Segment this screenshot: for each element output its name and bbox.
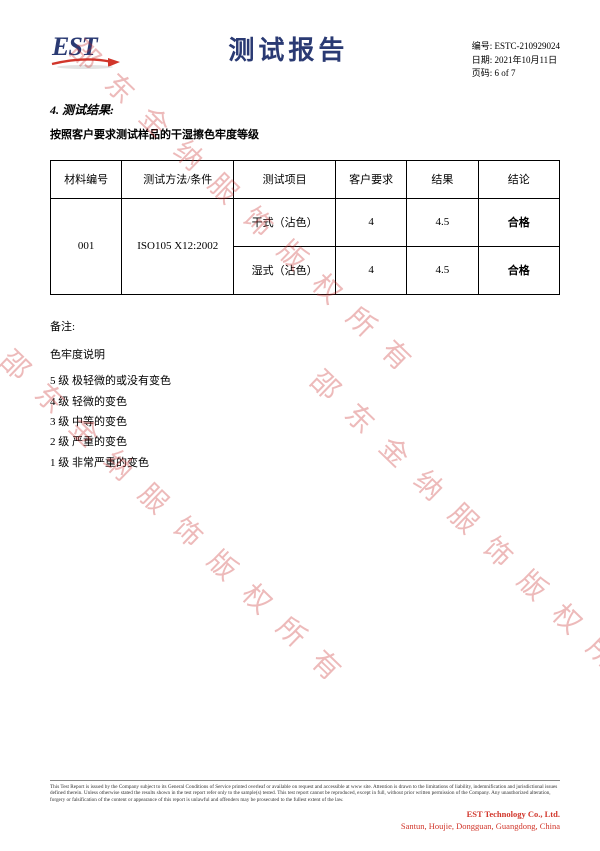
cell-req: 4 <box>336 198 407 246</box>
th-result: 结果 <box>407 160 478 198</box>
grade-line: 1 级 非常严重的变色 <box>50 453 560 473</box>
footer-company: EST Technology Co., Ltd. Santun, Houjie,… <box>50 809 560 833</box>
cell-conclusion: 合格 <box>478 246 559 294</box>
page-footer: This Test Report is issued by the Compan… <box>50 780 560 833</box>
meta-page: 页码: 6 of 7 <box>472 67 560 81</box>
logo-arrow-icon <box>50 58 120 70</box>
company-address: Santun, Houjie, Dongguan, Guangdong, Chi… <box>50 821 560 833</box>
notes-heading: 色牢度说明 <box>50 345 560 365</box>
table-header-row: 材料编号 测试方法/条件 测试项目 客户要求 结果 结论 <box>51 160 560 198</box>
meta-id: 编号: ESTC-210929024 <box>472 40 560 54</box>
cell-result: 4.5 <box>407 246 478 294</box>
section-subtitle: 按照客户要求测试样品的干湿擦色牢度等级 <box>50 126 560 142</box>
th-item: 测试项目 <box>234 160 336 198</box>
meta-date: 日期: 2021年10月11日 <box>472 54 560 68</box>
cell-material-id: 001 <box>51 198 122 294</box>
cell-method: ISO105 X12:2002 <box>122 198 234 294</box>
report-title: 测试报告 <box>105 30 472 67</box>
notes-label: 备注: <box>50 317 560 337</box>
cell-req: 4 <box>336 246 407 294</box>
th-material: 材料编号 <box>51 160 122 198</box>
cell-item: 湿式（沾色） <box>234 246 336 294</box>
grade-line: 3 级 中等的变色 <box>50 412 560 432</box>
report-header: EST 测试报告 编号: ESTC-210929024 日期: 2021年10月… <box>50 30 560 81</box>
cell-result: 4.5 <box>407 198 478 246</box>
th-conclusion: 结论 <box>478 160 559 198</box>
company-name: EST Technology Co., Ltd. <box>50 809 560 821</box>
table-row: 001 ISO105 X12:2002 干式（沾色） 4 4.5 合格 <box>51 198 560 246</box>
notes-section: 备注: 色牢度说明 5 级 极轻微的或没有变色 4 级 轻微的变色 3 级 中等… <box>50 317 560 473</box>
grade-line: 4 级 轻微的变色 <box>50 392 560 412</box>
cell-conclusion: 合格 <box>478 198 559 246</box>
th-method: 测试方法/条件 <box>122 160 234 198</box>
results-table: 材料编号 测试方法/条件 测试项目 客户要求 结果 结论 001 ISO105 … <box>50 160 560 295</box>
grade-line: 2 级 严重的变色 <box>50 432 560 452</box>
report-meta: 编号: ESTC-210929024 日期: 2021年10月11日 页码: 6… <box>472 40 560 81</box>
footer-disclaimer: This Test Report is issued by the Compan… <box>50 780 560 804</box>
section-title: 4. 测试结果: <box>50 101 560 118</box>
grade-line: 5 级 极轻微的或没有变色 <box>50 371 560 391</box>
cell-item: 干式（沾色） <box>234 198 336 246</box>
th-req: 客户要求 <box>336 160 407 198</box>
est-logo: EST <box>50 30 125 70</box>
